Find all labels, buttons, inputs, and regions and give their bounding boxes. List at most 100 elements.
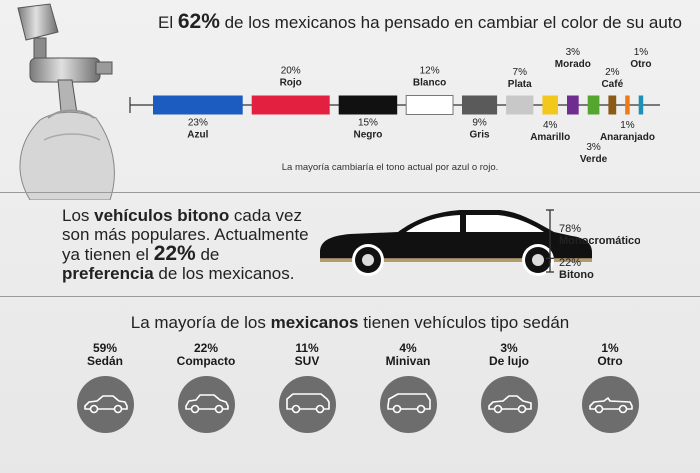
car-outline [84,395,128,410]
bar-value-label: 3% [566,47,581,58]
vehicle-type-value-label: 11% [295,341,319,355]
vehicle-type-value-label: 22% [193,341,219,355]
vehicle-type-circle [582,376,639,433]
bar-plata [506,95,534,115]
bitono-line3-post: de [195,245,220,264]
car-hubcap [362,254,374,266]
bar-azul [153,95,243,115]
bitono-line1-post: cada vez [229,206,302,225]
bitono-value-label: 78% [559,223,581,235]
types-title-post: tienen vehículos tipo sedán [358,313,570,332]
bar-rojo [251,95,330,115]
bar-category-label: Morado [555,59,591,70]
divider-1 [0,192,700,193]
bar-value-label: 1% [634,47,649,58]
bar-value-label: 3% [586,142,601,153]
car-rear-wheel [416,404,426,414]
car-front-wheel [190,404,200,414]
bar-category-label: Café [601,79,623,90]
vehicle-type-de-lujo: 3% De lujo [454,341,564,433]
vehicle-type-value-label: 59% [92,341,118,355]
car-hubcap [532,254,544,266]
bar-category-label: Gris [470,130,490,141]
car-bitono-part [320,258,592,262]
vehicle-type-circle [380,376,437,433]
vehicle-type-value-label: 4% [399,341,417,355]
vehicle-type-category-label: SUV [294,354,320,368]
luxury-car-icon [488,395,532,414]
types-title-pre: La mayoría de los [130,313,271,332]
bar-negro [338,95,398,115]
car-front-wheel [493,404,503,414]
color-bar-chart: 23%Azul 20%Rojo 15%Negro 12%Blanco 9%Gris 7%P… [129,47,660,165]
suv-icon [286,393,330,414]
bar-category-label: Azul [187,130,208,141]
bar-category-label: Negro [353,130,382,141]
vehicle-type-compacto: 22% Compacto [151,341,261,433]
vehicle-types-title: La mayoría de los mexicanos tienen vehíc… [0,313,700,333]
bitono-line1-pre: Los [62,206,95,225]
bar-value-label: 9% [472,118,487,129]
bar-category-label: Verde [580,154,608,165]
compact-car-icon [185,394,229,414]
car-outline [286,393,330,410]
bitono-line4-post: de los mexicanos. [153,264,295,283]
vehicle-type-category-label: Compacto [176,354,236,368]
title-post: de los mexicanos ha pensado en cambiar e… [219,13,682,32]
car-outline [589,397,633,410]
vehicle-type-category-label: Sedán [86,354,123,368]
bitono-value-label: 22% [559,257,581,269]
car-rear-wheel [618,404,628,414]
bar-verde [587,95,600,115]
types-title-bold: mexicanos [270,313,359,332]
sedan-icon [84,395,128,414]
bitono-percentage: 22% [153,242,196,265]
bar-value-label: 12% [420,66,440,77]
vehicle-type-category-label: Minivan [385,354,431,368]
bar-value-label: 20% [281,66,301,77]
vehicle-type-suv: 11% SUV [252,341,362,433]
car-window-rear [466,215,544,232]
minivan-icon [387,393,431,414]
bar-value-label: 15% [358,118,378,129]
title-pre: El [158,13,178,32]
vehicle-type-category-label: De lujo [488,354,529,368]
bitono-category-label: Monocromático [559,235,640,247]
bitono-category-label: Bitono [559,269,594,281]
bar-category-label: Otro [630,59,651,70]
car-front-wheel [89,404,99,414]
bar-blanco [405,95,454,115]
car-front-wheel [291,404,301,414]
vehicle-type-value-label: 1% [601,341,619,355]
bitono-line3-pre: ya tienen el [62,245,154,264]
bitono-car-chart: 78%Monocromático 22%Bitono [320,209,640,281]
convertible-icon [589,397,633,414]
bar-category-label: Blanco [413,78,446,89]
bitono-paragraph: Los vehículos bitono cada vez son más po… [62,206,322,283]
vehicle-type-sedán: 59% Sedán [50,341,160,433]
bar-café [608,95,617,115]
bar-category-label: Anaranjado [600,132,655,143]
car-rear-wheel [315,404,325,414]
vehicle-type-minivan: 4% Minivan [353,341,463,433]
title-percentage: 62% [177,10,220,33]
bar-morado [567,95,579,115]
bitono-line1-bold: vehículos bitono [94,206,230,225]
divider-2 [0,296,700,297]
bar-category-label: Amarillo [530,132,570,143]
bitono-line4-bold: preferencia [62,264,154,283]
car-outline [488,395,532,410]
bar-category-label: Plata [508,79,532,90]
car-front-wheel [392,404,402,414]
vehicle-type-circle [178,376,235,433]
vehicle-type-value-label: 3% [500,341,518,355]
bar-anaranjado [625,95,630,115]
vehicle-type-category-label: Otro [597,354,623,368]
bar-value-label: 23% [188,118,208,129]
bar-gris [462,95,498,115]
chart-note: La mayoría cambiaría el tono actual por … [281,162,499,173]
car-rear-wheel [113,404,123,414]
car-window-front [406,215,460,232]
bitono-line2: son más populares. Actualmente [62,225,309,244]
